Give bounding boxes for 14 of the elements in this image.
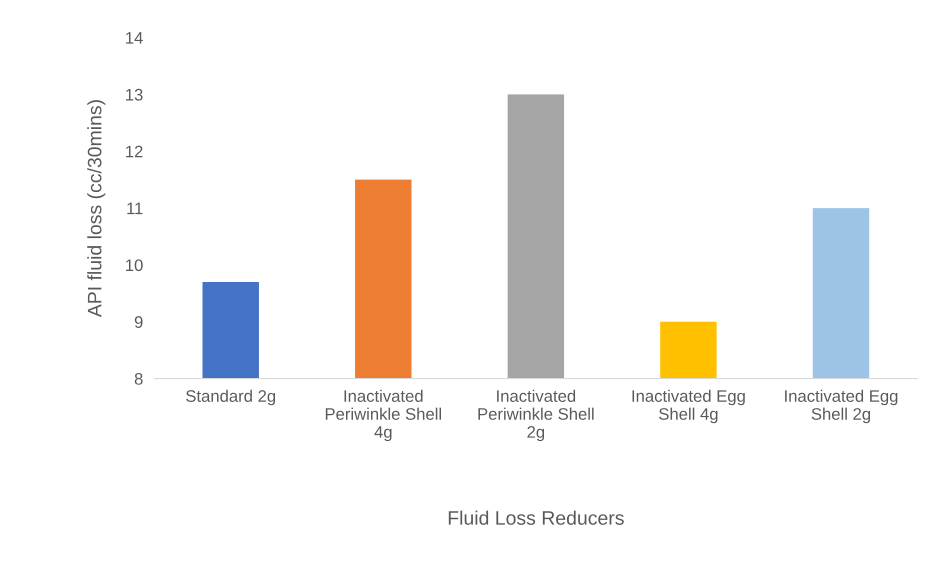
- x-tick-label: Standard 2g: [186, 390, 276, 406]
- x-tick-label: Inactivated Periwinkle Shell 2g: [478, 390, 594, 442]
- y-tick-label: 9: [134, 316, 143, 328]
- x-tick-label: Inactivated Egg Shell 2g: [785, 390, 898, 424]
- y-tick-label: 8: [134, 372, 143, 385]
- x-tick-label: Inactivated Periwinkle Shell 4g: [326, 390, 441, 442]
- x-axis-title: Fluid Loss Reducers: [448, 510, 624, 525]
- y-tick-label: 14: [126, 32, 143, 44]
- y-tick-label: 11: [127, 202, 143, 214]
- y-tick-label: 13: [126, 88, 143, 101]
- y-tick-label: 12: [126, 146, 142, 158]
- y-axis-title: API fluid loss (cc/30mins): [87, 100, 106, 318]
- x-tick-label: Inactivated Egg Shell 4g: [632, 390, 745, 424]
- y-tick-label: 10: [126, 259, 143, 272]
